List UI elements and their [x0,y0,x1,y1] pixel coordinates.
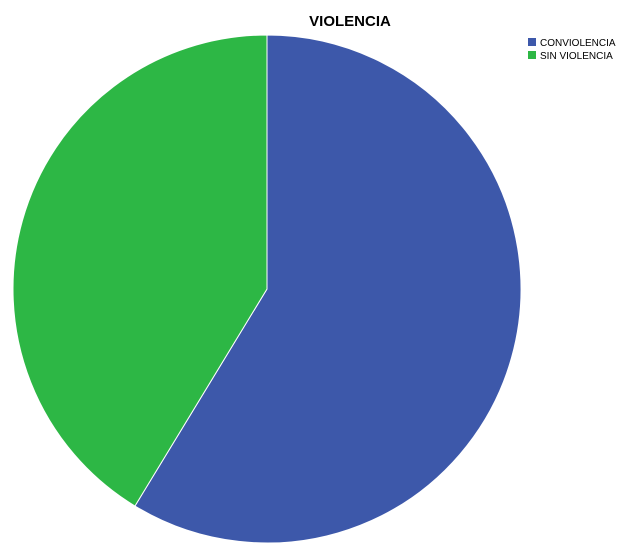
legend-label-conviolencia: CONVIOLENCIA [540,38,616,49]
legend: CONVIOLENCIA SIN VIOLENCIA [528,38,616,62]
pie-slice-sin-violencia [12,34,268,507]
chart-title: VIOLENCIA [309,13,391,30]
pie-slices [12,34,522,543]
legend-swatch-conviolencia [528,38,536,46]
legend-swatch-sin-violencia [528,51,536,59]
legend-label-sin-violencia: SIN VIOLENCIA [540,51,613,62]
